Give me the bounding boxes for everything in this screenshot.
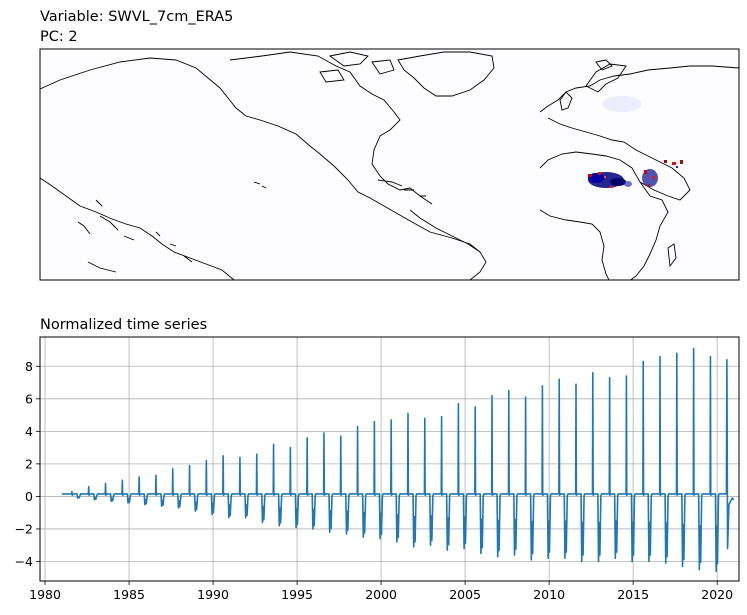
coastline-uk (559, 91, 573, 111)
x-tick-label: 2000 (365, 587, 397, 602)
coastline-scandinavia (585, 63, 627, 93)
x-tick-label: 1990 (197, 587, 229, 602)
coastline-madagascar (667, 243, 677, 268)
coastline-hawaii (253, 181, 267, 189)
x-tick-label: 2010 (533, 587, 565, 602)
y-tick-label: 4 (25, 424, 33, 439)
x-tick-label: 1985 (113, 587, 145, 602)
x-axis: 1980 1985 1990 1995 2000 2005 2010 2015 2020 (29, 581, 733, 602)
y-tick-label: −4 (15, 554, 33, 569)
y-tick-label: 8 (25, 359, 33, 374)
chart-title: Normalized time series (40, 317, 207, 333)
series-path (61, 347, 735, 573)
x-tick-label: 2020 (701, 587, 733, 602)
series-line (61, 347, 735, 573)
x-tick-label: 1980 (29, 587, 61, 602)
x-tick-label: 2015 (617, 587, 649, 602)
coastline-arctic-islands (319, 51, 395, 83)
coastline-africa (539, 151, 669, 280)
y-tick-label: 6 (25, 391, 33, 406)
coastline-caribbean (377, 179, 426, 197)
y-tick-label: 0 (25, 489, 33, 504)
coastline-north-america-east (229, 51, 433, 205)
map-panel (39, 48, 740, 281)
y-tick-label: −2 (15, 521, 33, 536)
map-frame (39, 48, 740, 281)
anomaly-patches (588, 96, 683, 188)
plot-frame (39, 336, 740, 582)
coastline-eurasia (539, 65, 739, 201)
y-tick-label: 2 (25, 456, 33, 471)
map-title-variable: Variable: SWVL_7cm_ERA5 (40, 9, 233, 25)
map-background (40, 49, 739, 280)
coastline-svalbard (595, 59, 613, 71)
coastline-greenland (397, 51, 495, 97)
x-tick-label: 1995 (281, 587, 313, 602)
x-tick-label: 2005 (449, 587, 481, 602)
coastlines (40, 51, 739, 280)
map-title-pc: PC: 2 (40, 29, 78, 45)
coastline-pacific-islands (77, 199, 193, 273)
y-axis: −4 −2 0 2 4 6 8 (15, 359, 40, 569)
coastline-americas (40, 57, 487, 280)
coastline-south-america (409, 209, 481, 253)
grid (40, 337, 739, 581)
